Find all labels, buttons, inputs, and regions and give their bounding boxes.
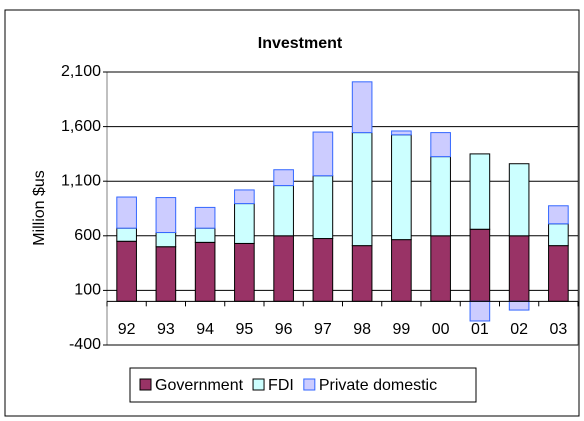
- bar-segment: [430, 132, 451, 158]
- y-tick-label: 100: [74, 282, 101, 299]
- bar-segment: [116, 240, 137, 302]
- legend-swatch: [252, 378, 265, 391]
- x-tick-label: 96: [275, 321, 293, 338]
- bar-segment: [234, 242, 255, 302]
- bar-segment: [508, 300, 530, 311]
- bar-segment: [273, 185, 294, 237]
- bar-segment: [351, 245, 373, 302]
- x-tick-label: 98: [353, 321, 371, 338]
- x-tick-label: 95: [235, 321, 253, 338]
- x-tick-label: 99: [392, 321, 410, 338]
- bar-segment: [351, 81, 373, 134]
- legend-box: [129, 367, 477, 403]
- x-tick-label: 94: [196, 321, 214, 338]
- bar-segment: [469, 300, 491, 322]
- bar-segment: [273, 169, 294, 187]
- bar-segment: [469, 228, 491, 302]
- bar-segment: [351, 132, 373, 247]
- x-tick-label: 00: [432, 321, 450, 338]
- bar-segment: [312, 175, 334, 240]
- x-tick-label: 97: [314, 321, 332, 338]
- x-tick-label: 92: [118, 321, 136, 338]
- y-tick-label: 1,100: [61, 172, 101, 189]
- bar-segment: [508, 235, 530, 302]
- x-tick-label: 01: [471, 321, 489, 338]
- y-tick-label: -400: [69, 336, 101, 353]
- x-tick-label: 02: [510, 321, 528, 338]
- y-axis-label: Million $us: [31, 170, 48, 246]
- legend-label: Government: [155, 377, 244, 394]
- bar-segment: [391, 134, 412, 241]
- bar-segment: [430, 156, 451, 237]
- bar-segment: [548, 205, 569, 225]
- bar-segment: [194, 241, 216, 302]
- x-tick-label: 93: [157, 321, 175, 338]
- x-tick-label: 03: [549, 321, 567, 338]
- y-tick-label: 1,600: [61, 118, 101, 135]
- legend-label: FDI: [268, 377, 294, 394]
- legend-swatch: [139, 378, 152, 391]
- bar-segment: [430, 235, 451, 302]
- bar-segment: [155, 232, 177, 248]
- bar-segment: [155, 246, 177, 302]
- bar-segment: [116, 196, 137, 229]
- bar-segment: [548, 245, 569, 302]
- bar-segment: [548, 223, 569, 247]
- bar-segment: [234, 189, 255, 205]
- y-tick-label: 2,100: [61, 63, 101, 80]
- bar-segment: [391, 239, 412, 302]
- bar-segment: [273, 235, 294, 302]
- bar-segment: [234, 203, 255, 244]
- bar-segment: [155, 197, 177, 234]
- chart-title: Investment: [258, 35, 343, 52]
- bar-segment: [508, 163, 530, 237]
- bar-segment: [194, 206, 216, 229]
- y-tick-label: 600: [74, 227, 101, 244]
- legend-label: Private domestic: [319, 377, 437, 394]
- bar-segment: [194, 227, 216, 243]
- bar-segment: [312, 238, 334, 302]
- bar-segment: [312, 131, 334, 177]
- legend-swatch: [303, 378, 316, 391]
- bar-segment: [116, 227, 137, 242]
- bar-segment: [469, 153, 491, 230]
- bar-segment: [391, 130, 412, 136]
